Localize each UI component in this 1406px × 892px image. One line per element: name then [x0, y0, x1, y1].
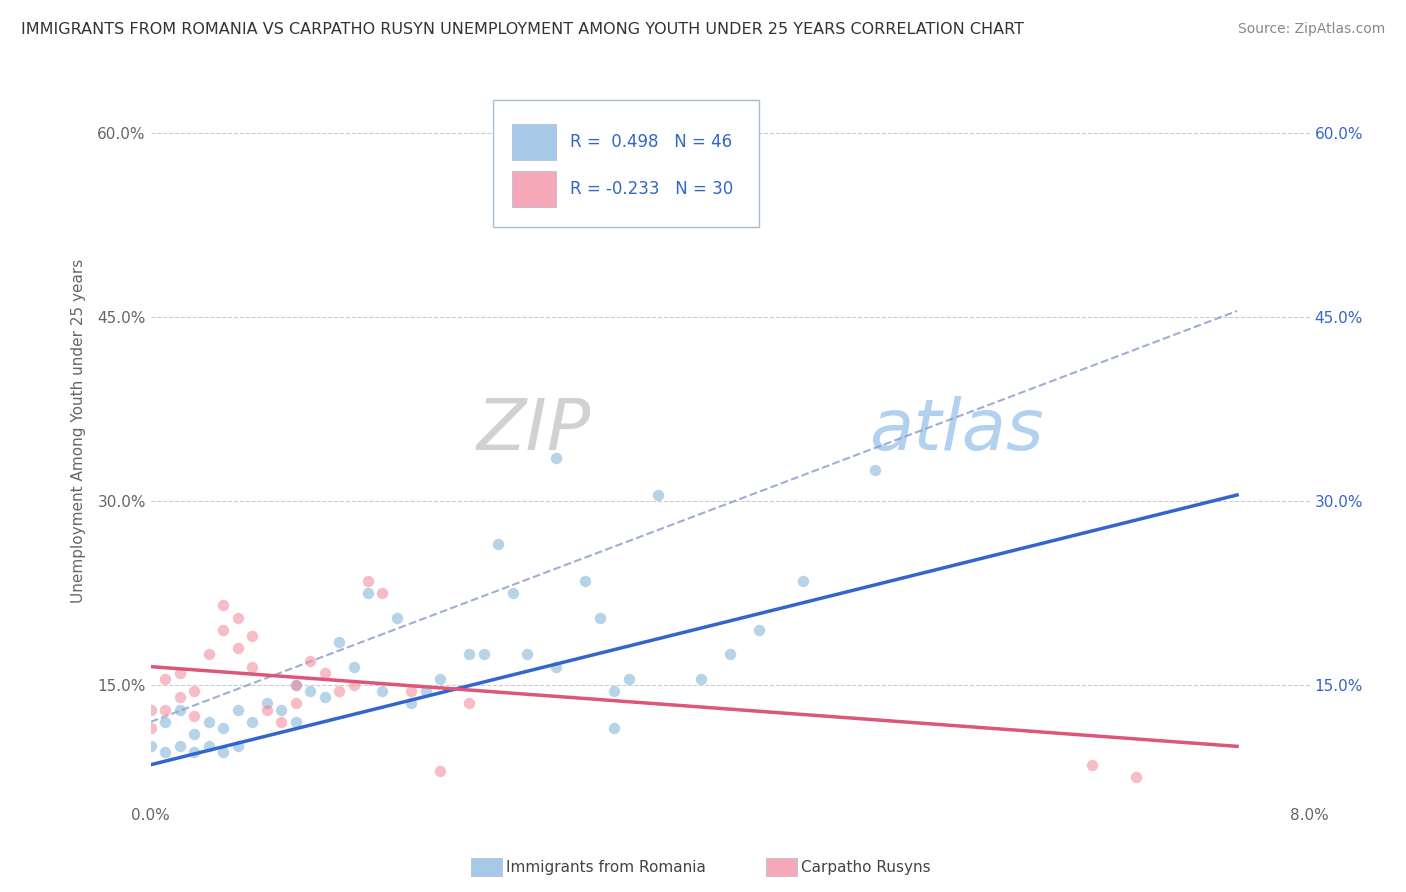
Point — [1125, 770, 1147, 784]
Point — [299, 684, 322, 698]
Point — [299, 653, 322, 667]
Point — [256, 697, 278, 711]
Point — [574, 574, 596, 588]
Point — [169, 665, 191, 680]
Point — [240, 629, 263, 643]
Point — [415, 684, 437, 698]
Point — [226, 739, 249, 754]
Point — [197, 739, 219, 754]
Point — [472, 648, 495, 662]
Point — [603, 721, 626, 735]
Text: Source: ZipAtlas.com: Source: ZipAtlas.com — [1237, 22, 1385, 37]
Point — [516, 648, 538, 662]
Point — [212, 746, 235, 760]
Point — [792, 574, 814, 588]
Point — [589, 610, 612, 624]
Point — [183, 708, 205, 723]
Point — [183, 727, 205, 741]
Point — [429, 672, 451, 686]
Point — [314, 690, 336, 705]
Point — [284, 678, 307, 692]
Point — [197, 648, 219, 662]
Point — [183, 746, 205, 760]
Point — [314, 665, 336, 680]
Point — [169, 702, 191, 716]
Point — [486, 537, 509, 551]
Point — [1081, 757, 1104, 772]
Point — [718, 648, 741, 662]
Point — [603, 684, 626, 698]
Text: atlas: atlas — [869, 396, 1043, 465]
Point — [153, 714, 176, 729]
Point — [647, 488, 669, 502]
Point — [139, 739, 162, 754]
Point — [212, 721, 235, 735]
Point — [153, 672, 176, 686]
Point — [401, 697, 423, 711]
Point — [458, 697, 481, 711]
Point — [240, 659, 263, 673]
FancyBboxPatch shape — [512, 124, 557, 160]
Point — [153, 702, 176, 716]
Point — [139, 721, 162, 735]
Point — [385, 610, 408, 624]
Point — [153, 746, 176, 760]
FancyBboxPatch shape — [512, 171, 557, 207]
Point — [357, 574, 380, 588]
Y-axis label: Unemployment Among Youth under 25 years: Unemployment Among Youth under 25 years — [72, 259, 86, 603]
Text: R = -0.233   N = 30: R = -0.233 N = 30 — [571, 179, 734, 198]
Point — [546, 659, 568, 673]
Point — [226, 610, 249, 624]
Point — [197, 714, 219, 729]
Point — [284, 678, 307, 692]
Point — [139, 702, 162, 716]
Point — [328, 635, 350, 649]
Point — [284, 697, 307, 711]
Text: IMMIGRANTS FROM ROMANIA VS CARPATHO RUSYN UNEMPLOYMENT AMONG YOUTH UNDER 25 YEAR: IMMIGRANTS FROM ROMANIA VS CARPATHO RUSY… — [21, 22, 1024, 37]
Point — [458, 648, 481, 662]
Text: ZIP: ZIP — [477, 396, 591, 465]
Point — [256, 702, 278, 716]
Point — [502, 586, 524, 600]
Point — [371, 586, 394, 600]
Point — [226, 641, 249, 656]
Point — [401, 684, 423, 698]
Text: Carpatho Rusyns: Carpatho Rusyns — [801, 861, 931, 875]
Point — [863, 463, 886, 477]
Point — [183, 684, 205, 698]
Point — [169, 739, 191, 754]
Point — [328, 684, 350, 698]
Point — [748, 623, 770, 637]
Point — [357, 586, 380, 600]
Point — [371, 684, 394, 698]
Point — [169, 690, 191, 705]
Point — [284, 714, 307, 729]
Point — [240, 714, 263, 729]
Point — [342, 678, 364, 692]
Point — [270, 702, 292, 716]
Point — [270, 714, 292, 729]
Text: Immigrants from Romania: Immigrants from Romania — [506, 861, 706, 875]
Point — [212, 599, 235, 613]
Point — [429, 764, 451, 778]
Point — [226, 702, 249, 716]
FancyBboxPatch shape — [492, 101, 759, 227]
Point — [690, 672, 713, 686]
Point — [617, 672, 640, 686]
Point — [212, 623, 235, 637]
Point — [342, 659, 364, 673]
Point — [546, 451, 568, 466]
Text: R =  0.498   N = 46: R = 0.498 N = 46 — [571, 133, 733, 151]
